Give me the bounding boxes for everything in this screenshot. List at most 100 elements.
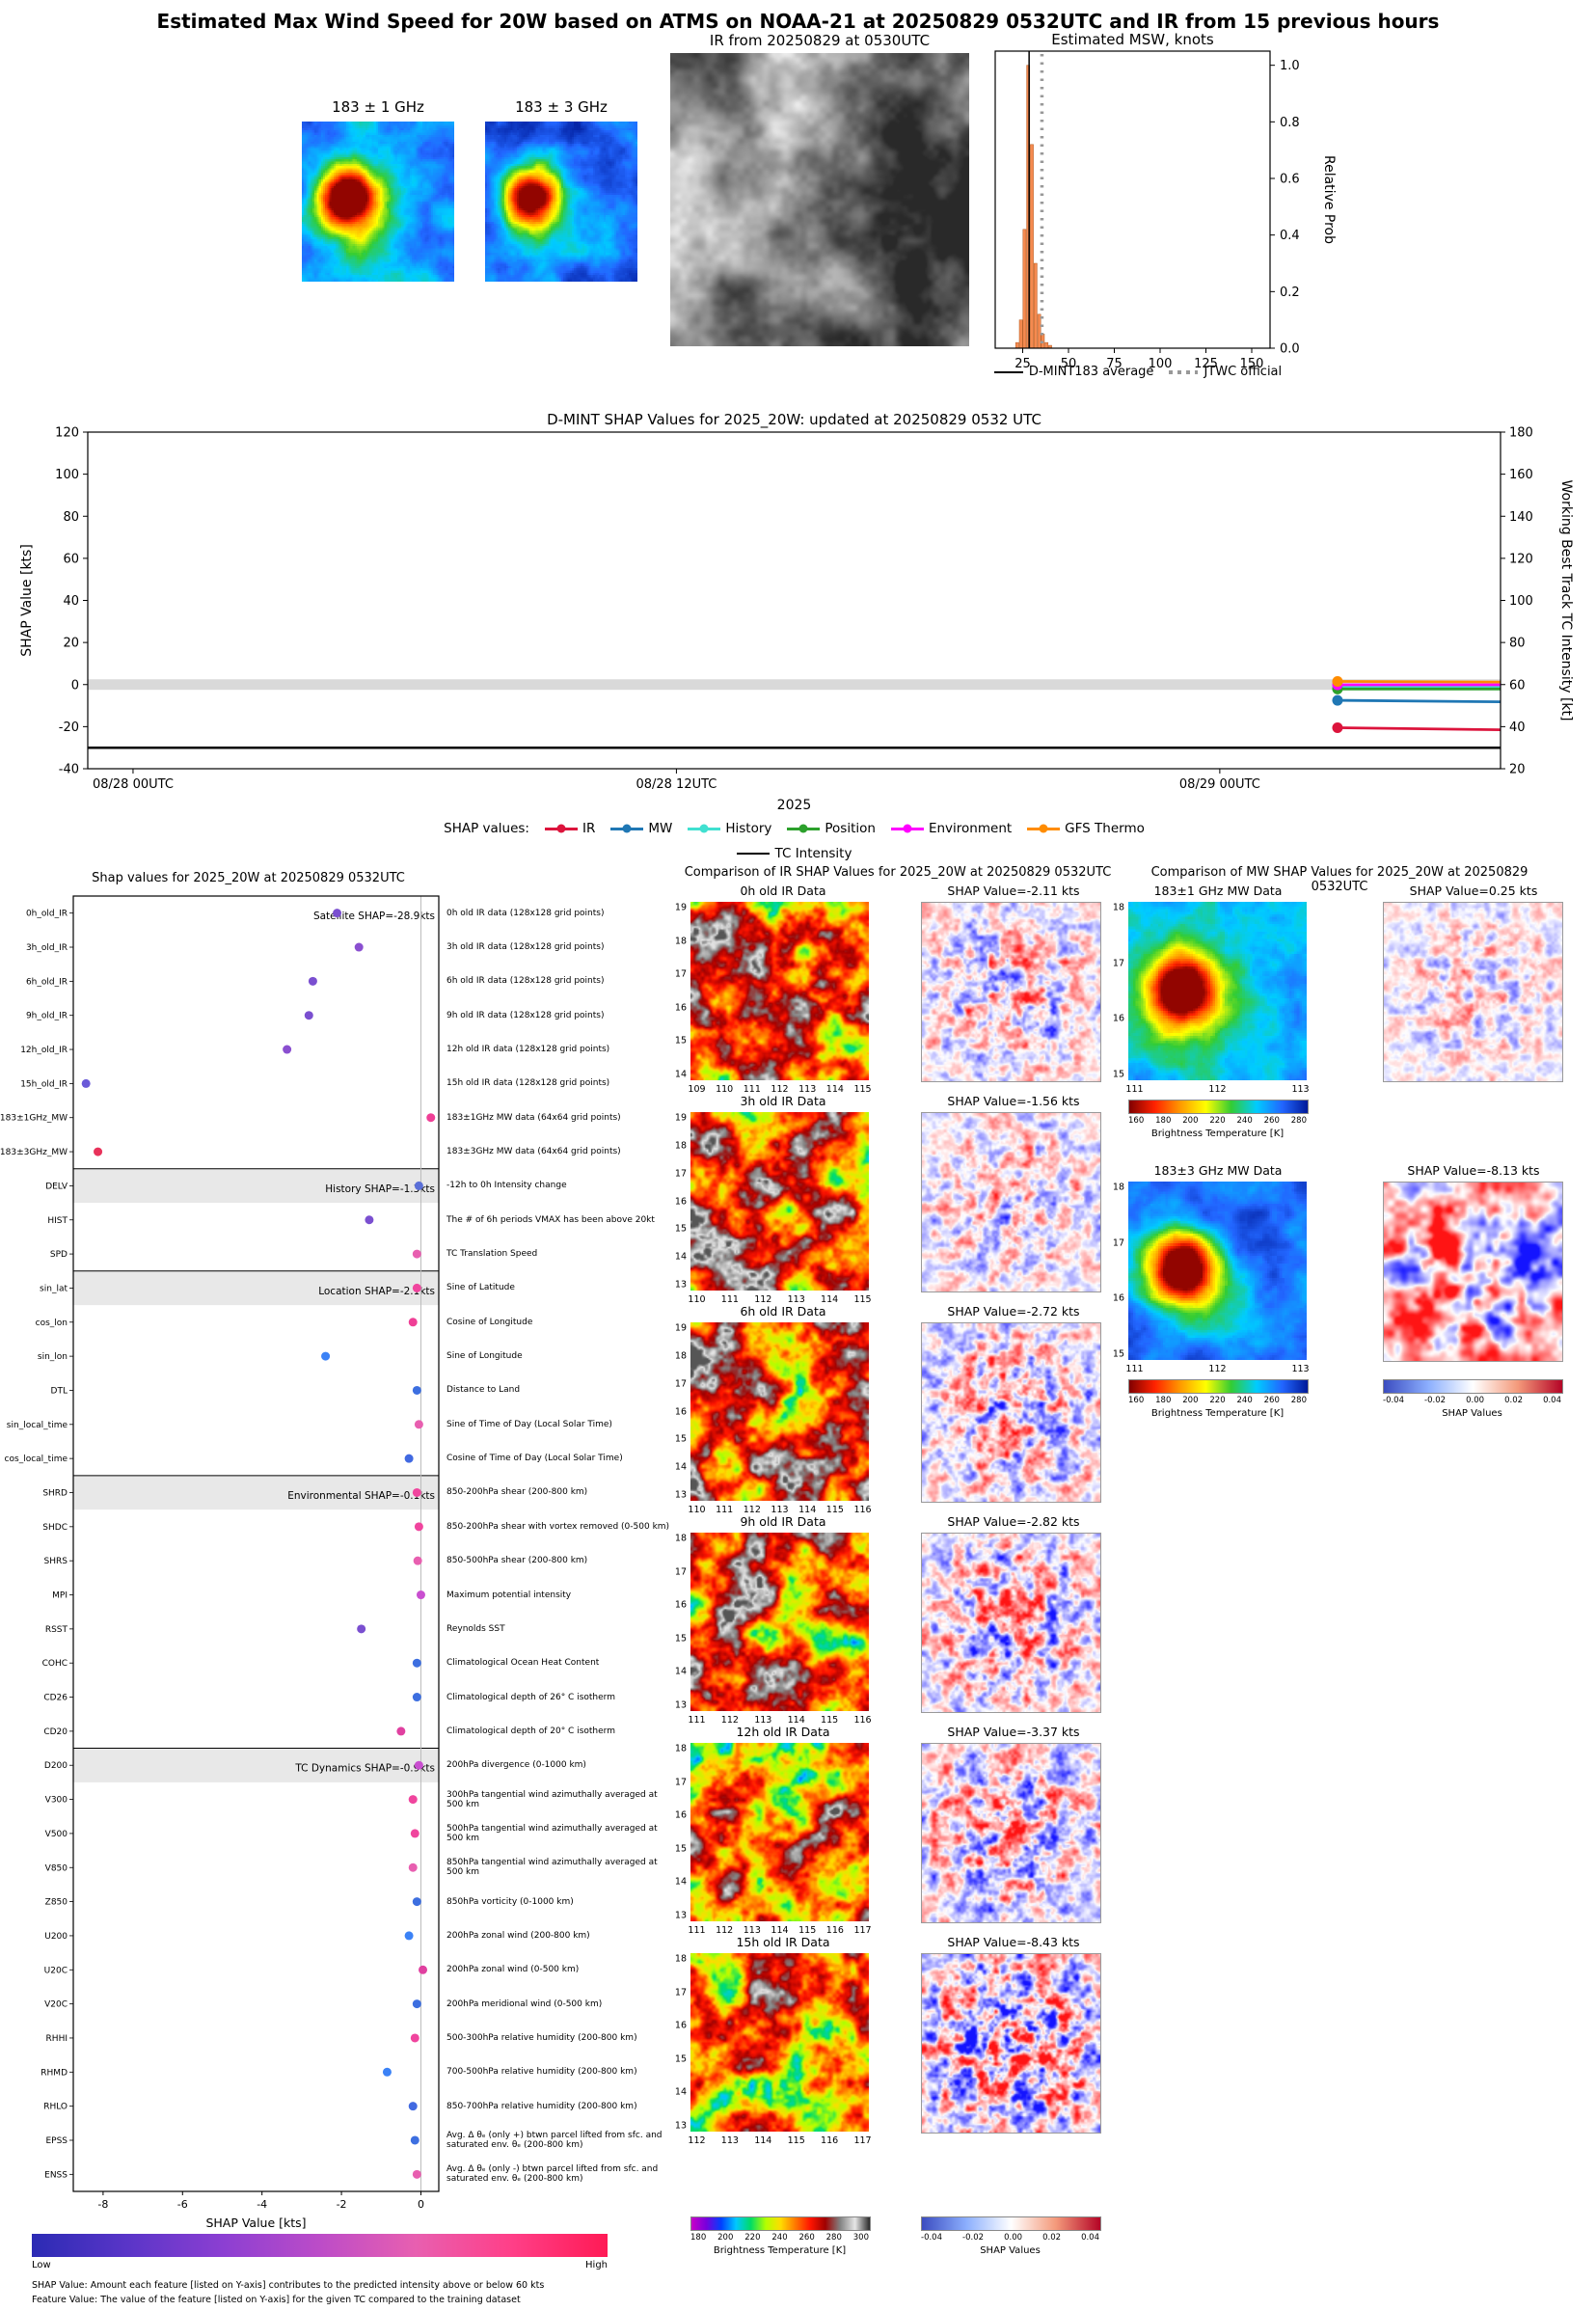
feature-dot bbox=[382, 2067, 392, 2077]
legend-marker bbox=[903, 824, 912, 833]
ir-xtick: 114 bbox=[821, 1294, 839, 1305]
ir-xtick: 111 bbox=[688, 1925, 706, 1936]
mw-bt-colorbar-ticks: 160 180 200 220 240 260 280 bbox=[1128, 1116, 1307, 1126]
feature-label: V850 bbox=[45, 1863, 68, 1873]
ir-ytick: 15 bbox=[674, 1633, 687, 1645]
ir-ytick: 17 bbox=[674, 1777, 687, 1788]
feature-dot bbox=[412, 1999, 421, 2009]
tick-label: 140 bbox=[1509, 510, 1533, 525]
histogram-legend: D-MINT183 average JTWC official bbox=[955, 365, 1321, 379]
feature-desc: 850-200hPa shear (200-800 km) bbox=[446, 1487, 588, 1498]
ir-data-title: 12h old IR Data bbox=[736, 1725, 830, 1739]
feature-shap-plot: Satellite SHAP=-28.9kts History SHAP=-1.3… bbox=[0, 895, 440, 2230]
tick-label: -40 bbox=[59, 763, 79, 777]
ir-data-image bbox=[690, 1743, 869, 1921]
ir-xtick: 110 bbox=[688, 1294, 706, 1305]
feature-desc: 200hPa divergence (0-1000 km) bbox=[446, 1760, 586, 1771]
feature-desc: 300hPa tangential wind azimuthally avera… bbox=[446, 1789, 658, 1809]
feature-dot bbox=[357, 1624, 366, 1634]
feature-label: 9h_old_IR bbox=[26, 1012, 68, 1021]
ir-xtick: 114 bbox=[754, 2135, 772, 2146]
feature-dot bbox=[404, 1931, 414, 1941]
tick-label: -2 bbox=[337, 2198, 347, 2211]
ir-data-title: 0h old IR Data bbox=[740, 884, 826, 898]
legend-item: D-MINT183 average bbox=[993, 365, 1153, 379]
legend-line bbox=[1027, 824, 1061, 833]
colorbar-tick: 240 bbox=[1236, 1396, 1253, 1405]
mw-xtick: 111 bbox=[1125, 1364, 1144, 1374]
footnote-shap-value: SHAP Value: Amount each feature [listed … bbox=[32, 2280, 545, 2291]
tick-label: 100 bbox=[55, 468, 79, 482]
colorbar-tick: 280 bbox=[1290, 1396, 1307, 1405]
mw-183pm3-image bbox=[485, 122, 637, 282]
legend-item: TC Intensity bbox=[736, 846, 852, 861]
tick-label: 120 bbox=[55, 426, 79, 441]
ir-ytick: 19 bbox=[674, 902, 687, 913]
mw-data-image bbox=[1128, 902, 1307, 1080]
ir-xtick: 115 bbox=[853, 1084, 872, 1095]
ir-xtick: 114 bbox=[825, 1084, 844, 1095]
legend-dotted-sample bbox=[1169, 369, 1199, 374]
ir-ytick: 18 bbox=[674, 1953, 687, 1965]
feature-dot bbox=[410, 2033, 419, 2043]
feature-dot bbox=[414, 1181, 423, 1190]
tick-label: 80 bbox=[63, 510, 79, 525]
feature-plot-title: Shap values for 2025_20W at 20250829 053… bbox=[92, 871, 405, 885]
mw-xtick: 112 bbox=[1208, 1084, 1227, 1095]
mw-xtick: 112 bbox=[1208, 1364, 1227, 1374]
legend-marker bbox=[699, 824, 709, 833]
legend-line-sample bbox=[993, 370, 1023, 373]
feature-label: MPI bbox=[52, 1591, 68, 1601]
feature-dot bbox=[321, 1351, 331, 1361]
ir-shap-map bbox=[921, 1533, 1101, 1713]
feature-desc: 9h old IR data (128x128 grid points) bbox=[446, 1010, 605, 1020]
feature-label: U20C bbox=[44, 1966, 68, 1975]
feature-label: sin_local_time bbox=[7, 1421, 68, 1430]
feature-label: V500 bbox=[45, 1830, 68, 1839]
colorbar-tick: 200 bbox=[1182, 1116, 1199, 1126]
feature-dot bbox=[396, 1726, 406, 1736]
ir-ytick: 17 bbox=[674, 1987, 687, 1998]
feature-desc: 183±3GHz MW data (64x64 grid points) bbox=[446, 1147, 621, 1157]
mw-bt-colorbar bbox=[1128, 1100, 1309, 1114]
feature-desc: TC Translation Speed bbox=[446, 1249, 538, 1260]
ir-xtick: 115 bbox=[787, 2135, 805, 2146]
ir-shap-map bbox=[921, 902, 1101, 1082]
ir-xtick: 113 bbox=[720, 2135, 739, 2146]
legend-marker bbox=[798, 824, 808, 833]
feature-desc: Cosine of Time of Day (Local Solar Time) bbox=[446, 1454, 623, 1464]
feature-dot bbox=[412, 1385, 421, 1395]
ir-ytick: 18 bbox=[674, 1743, 687, 1754]
colorbar-tick: 0.00 bbox=[1466, 1396, 1485, 1405]
colorbar-tick: -0.02 bbox=[962, 2233, 985, 2243]
feature-desc: -12h to 0h Intensity change bbox=[446, 1181, 567, 1191]
ir-ytick: 18 bbox=[674, 1533, 687, 1544]
ir-xtick: 113 bbox=[787, 1294, 805, 1305]
tick-label: 1.0 bbox=[1280, 59, 1300, 73]
ir-shap-title: SHAP Value=-2.82 kts bbox=[947, 1514, 1080, 1529]
mw-xtick: 113 bbox=[1291, 1084, 1310, 1095]
mw-shap-title: SHAP Value=0.25 kts bbox=[1409, 884, 1538, 898]
ir-ytick: 13 bbox=[674, 1699, 687, 1711]
colorbar-tick: 180 bbox=[690, 2233, 707, 2243]
mw-bt-colorbar-ticks: 160 180 200 220 240 260 280 bbox=[1128, 1396, 1307, 1405]
feature-desc: 200hPa zonal wind (0-500 km) bbox=[446, 1965, 580, 1975]
ir-xtick: 114 bbox=[787, 1715, 805, 1726]
feature-desc: 500hPa tangential wind azimuthally avera… bbox=[446, 1823, 658, 1843]
tick-label: 40 bbox=[63, 594, 79, 609]
colorbar-tick: -0.04 bbox=[1383, 1396, 1404, 1405]
feature-desc: Sine of Latitude bbox=[446, 1283, 515, 1293]
feature-label: 183±3GHz_MW bbox=[0, 1148, 68, 1157]
feature-desc: Climatological Ocean Heat Content bbox=[446, 1658, 600, 1669]
ir-ytick: 14 bbox=[674, 1461, 687, 1473]
timeseries-ylabel-right: Working Best Track TC Intensity [kt] bbox=[1558, 480, 1574, 721]
feature-dot bbox=[412, 1658, 421, 1668]
colorbar-tick: 0.00 bbox=[1004, 2233, 1023, 2243]
ir-xtick: 112 bbox=[720, 1715, 739, 1726]
feature-label: HIST bbox=[47, 1216, 68, 1226]
feature-label: U200 bbox=[44, 1932, 68, 1942]
ir-xtick: 116 bbox=[821, 2135, 839, 2146]
feature-dot bbox=[408, 1318, 418, 1327]
feature-label: sin_lon bbox=[38, 1352, 68, 1362]
tick-label: 180 bbox=[1509, 426, 1533, 441]
